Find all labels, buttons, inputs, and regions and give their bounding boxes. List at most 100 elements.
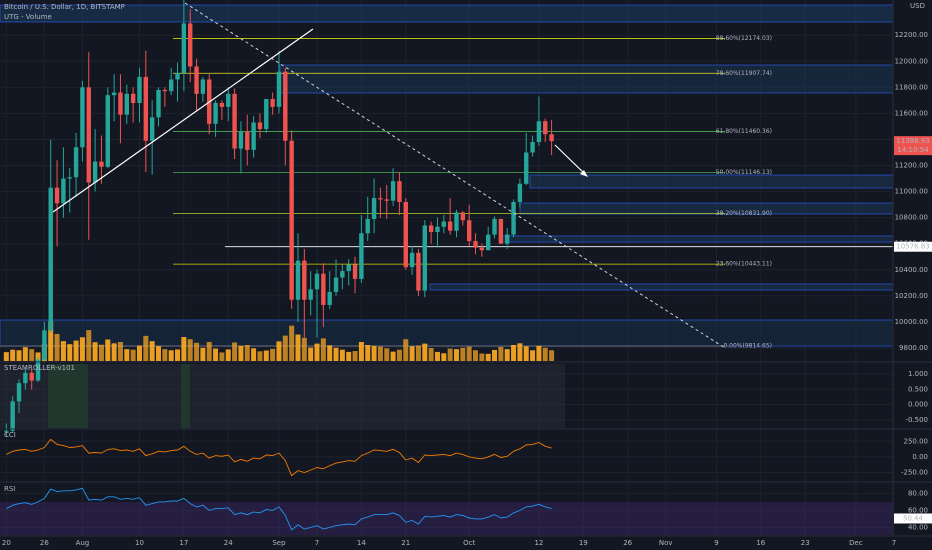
price-axis bbox=[893, 0, 932, 536]
volume-bar bbox=[79, 337, 85, 361]
volume-bar bbox=[295, 334, 301, 361]
volume-bar bbox=[111, 343, 117, 361]
indicator-line bbox=[6, 487, 552, 531]
volume-bar bbox=[320, 338, 326, 361]
y-tick-label: 1.000 bbox=[908, 370, 928, 378]
x-tick-label: 20 bbox=[2, 539, 11, 547]
candle-body bbox=[352, 264, 358, 279]
candle-body bbox=[124, 93, 130, 115]
volume-bar bbox=[168, 350, 174, 361]
fib-label: 61.80%(11460.36) bbox=[716, 128, 772, 135]
x-tick-label: Dec bbox=[849, 539, 863, 547]
y-tick-label: 10800.00 bbox=[895, 214, 928, 222]
y-tick-label: 40.00 bbox=[908, 523, 928, 531]
candle-body bbox=[194, 66, 199, 94]
value-tag-label: 50.44 bbox=[903, 514, 924, 522]
volume-bar bbox=[22, 347, 28, 361]
volume-bar bbox=[219, 352, 225, 361]
candle-body bbox=[428, 225, 434, 232]
candle-body bbox=[168, 79, 174, 92]
candle-body bbox=[48, 187, 53, 331]
candle-body bbox=[143, 76, 149, 141]
volume-bar bbox=[149, 341, 155, 361]
candle-body bbox=[92, 161, 98, 183]
candle-body bbox=[460, 212, 466, 221]
candle-body bbox=[505, 234, 510, 244]
volume-bar bbox=[92, 342, 98, 361]
candle-body bbox=[422, 225, 427, 291]
candle-body bbox=[29, 372, 34, 381]
candle-body bbox=[149, 117, 155, 141]
candle-body bbox=[42, 330, 47, 360]
volume-bar bbox=[143, 335, 149, 361]
plot bbox=[0, 0, 893, 531]
candle-body bbox=[137, 76, 142, 103]
volume-bar bbox=[447, 348, 453, 361]
volume-bar bbox=[136, 345, 142, 361]
x-tick-label: 7 bbox=[315, 539, 319, 547]
candle-body bbox=[536, 121, 542, 143]
volume-bar bbox=[511, 345, 517, 361]
y-tick-label: -250.00 bbox=[901, 469, 928, 477]
y-tick-label: 0.000 bbox=[908, 401, 928, 409]
value-tag bbox=[894, 513, 932, 524]
y-tick-label: 11800.00 bbox=[895, 83, 928, 91]
y-tick-label: 0.500 bbox=[908, 385, 928, 393]
candle-body bbox=[435, 226, 440, 232]
candle-body bbox=[371, 198, 377, 219]
volume-bar bbox=[453, 349, 459, 361]
y-tick-label: 12200.00 bbox=[895, 31, 928, 39]
candle-body bbox=[479, 247, 485, 251]
volume-bar bbox=[377, 346, 383, 361]
arrow-head bbox=[580, 170, 588, 177]
candle-body bbox=[289, 140, 294, 300]
x-tick-label: Aug bbox=[76, 539, 90, 547]
volume-bar bbox=[365, 345, 371, 361]
candle-body bbox=[188, 23, 193, 67]
volume-bar bbox=[358, 341, 364, 361]
candle-body bbox=[346, 264, 351, 272]
candle-body bbox=[54, 187, 60, 204]
pane-title: CCI bbox=[4, 431, 16, 439]
candle-body bbox=[257, 122, 263, 130]
y-tick-label: -0.500 bbox=[905, 416, 928, 424]
volume-bar bbox=[289, 325, 295, 361]
x-tick-label: 24 bbox=[224, 539, 233, 547]
x-tick-label: 23 bbox=[801, 539, 810, 547]
volume-bar bbox=[54, 333, 60, 361]
y-tick-label: 80.00 bbox=[908, 489, 928, 497]
candle-body bbox=[67, 177, 72, 179]
volume-bar bbox=[213, 348, 219, 361]
candle-body bbox=[517, 183, 523, 203]
candle-body bbox=[365, 218, 370, 234]
x-tick-label: 9 bbox=[714, 539, 718, 547]
candle-body bbox=[251, 122, 256, 150]
volume-bar bbox=[333, 347, 339, 361]
candle-body bbox=[447, 221, 453, 231]
volume-bar bbox=[301, 337, 307, 361]
volume-bar bbox=[67, 344, 73, 361]
zone bbox=[519, 202, 893, 215]
price-tag bbox=[894, 136, 932, 156]
pane-title: RSI bbox=[4, 485, 15, 493]
x-tick-label: 19 bbox=[579, 539, 588, 547]
x-tick-label: 12 bbox=[534, 539, 543, 547]
candle-body bbox=[390, 181, 396, 201]
labels: 20 26 Aug 10 17 24 Sep 7 14 21 Oct 12 19 26 Nov 9 16 23 De… bbox=[2, 31, 932, 547]
decor bbox=[0, 4, 893, 535]
y-tick-label: 10400.00 bbox=[895, 266, 928, 274]
candle-body bbox=[245, 131, 250, 150]
volume-bar bbox=[270, 348, 276, 361]
drawings bbox=[52, 2, 726, 349]
candle-body bbox=[327, 291, 332, 305]
candle-body bbox=[492, 218, 497, 235]
candle-body bbox=[397, 181, 402, 203]
candle-body bbox=[276, 71, 282, 107]
y-tick-label: 10200.00 bbox=[895, 292, 928, 300]
candle-body bbox=[181, 23, 187, 73]
candle-body bbox=[73, 147, 79, 178]
price-tag-label: 10576.83 bbox=[896, 243, 929, 251]
volume-bar bbox=[29, 349, 35, 361]
candle-body bbox=[175, 72, 180, 80]
